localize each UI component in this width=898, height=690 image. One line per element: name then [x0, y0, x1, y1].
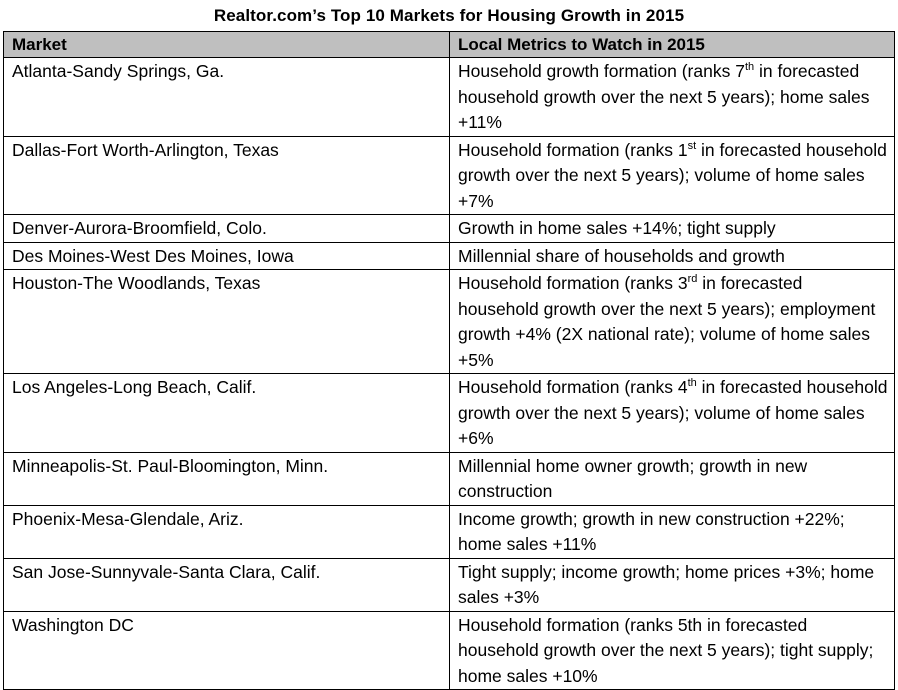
market-cell: Phoenix-Mesa-Glendale, Ariz. — [3, 504, 450, 559]
metrics-cell: Tight supply; income growth; home prices… — [449, 557, 895, 612]
market-cell: Houston-The Woodlands, Texas — [3, 269, 450, 374]
metrics-cell: Household formation (ranks 4th in foreca… — [449, 373, 895, 453]
metrics-cell: Household formation (ranks 5th in foreca… — [449, 610, 895, 690]
metrics-cell: Millennial share of households and growt… — [449, 241, 895, 270]
table-row: Denver-Aurora-Broomfield, Colo. Growth i… — [3, 214, 895, 243]
table-row: Phoenix-Mesa-Glendale, Ariz. Income grow… — [3, 504, 895, 559]
metrics-cell: Household growth formation (ranks 7th in… — [449, 57, 895, 137]
market-cell: Minneapolis-St. Paul-Bloomington, Minn. — [3, 451, 450, 506]
markets-table: Market Local Metrics to Watch in 2015 At… — [3, 31, 895, 690]
metrics-cell: Millennial home owner growth; growth in … — [449, 451, 895, 506]
table-row: Dallas-Fort Worth-Arlington, Texas House… — [3, 135, 895, 215]
table-row: Minneapolis-St. Paul-Bloomington, Minn. … — [3, 451, 895, 506]
metrics-cell: Household formation (ranks 1st in foreca… — [449, 135, 895, 215]
table-row: San Jose-Sunnyvale-Santa Clara, Calif. T… — [3, 557, 895, 612]
table-row: Los Angeles-Long Beach, Calif. Household… — [3, 373, 895, 453]
market-cell: San Jose-Sunnyvale-Santa Clara, Calif. — [3, 557, 450, 612]
market-cell: Atlanta-Sandy Springs, Ga. — [3, 57, 450, 137]
market-cell: Washington DC — [3, 610, 450, 690]
market-cell: Des Moines-West Des Moines, Iowa — [3, 241, 450, 270]
column-header-metrics: Local Metrics to Watch in 2015 — [449, 31, 895, 58]
market-cell: Los Angeles-Long Beach, Calif. — [3, 373, 450, 453]
metrics-cell: Household formation (ranks 3rd in foreca… — [449, 269, 895, 374]
table-row: Washington DC Household formation (ranks… — [3, 610, 895, 690]
table-row: Houston-The Woodlands, Texas Household f… — [3, 269, 895, 374]
table-title: Realtor.com’s Top 10 Markets for Housing… — [213, 6, 685, 25]
table-row: Des Moines-West Des Moines, Iowa Millenn… — [3, 241, 895, 270]
metrics-cell: Growth in home sales +14%; tight supply — [449, 214, 895, 243]
table-header-row: Market Local Metrics to Watch in 2015 — [3, 31, 895, 58]
table-row: Atlanta-Sandy Springs, Ga. Household gro… — [3, 57, 895, 137]
metrics-cell: Income growth; growth in new constructio… — [449, 504, 895, 559]
column-header-market: Market — [3, 31, 450, 58]
market-cell: Denver-Aurora-Broomfield, Colo. — [3, 214, 450, 243]
market-cell: Dallas-Fort Worth-Arlington, Texas — [3, 135, 450, 215]
